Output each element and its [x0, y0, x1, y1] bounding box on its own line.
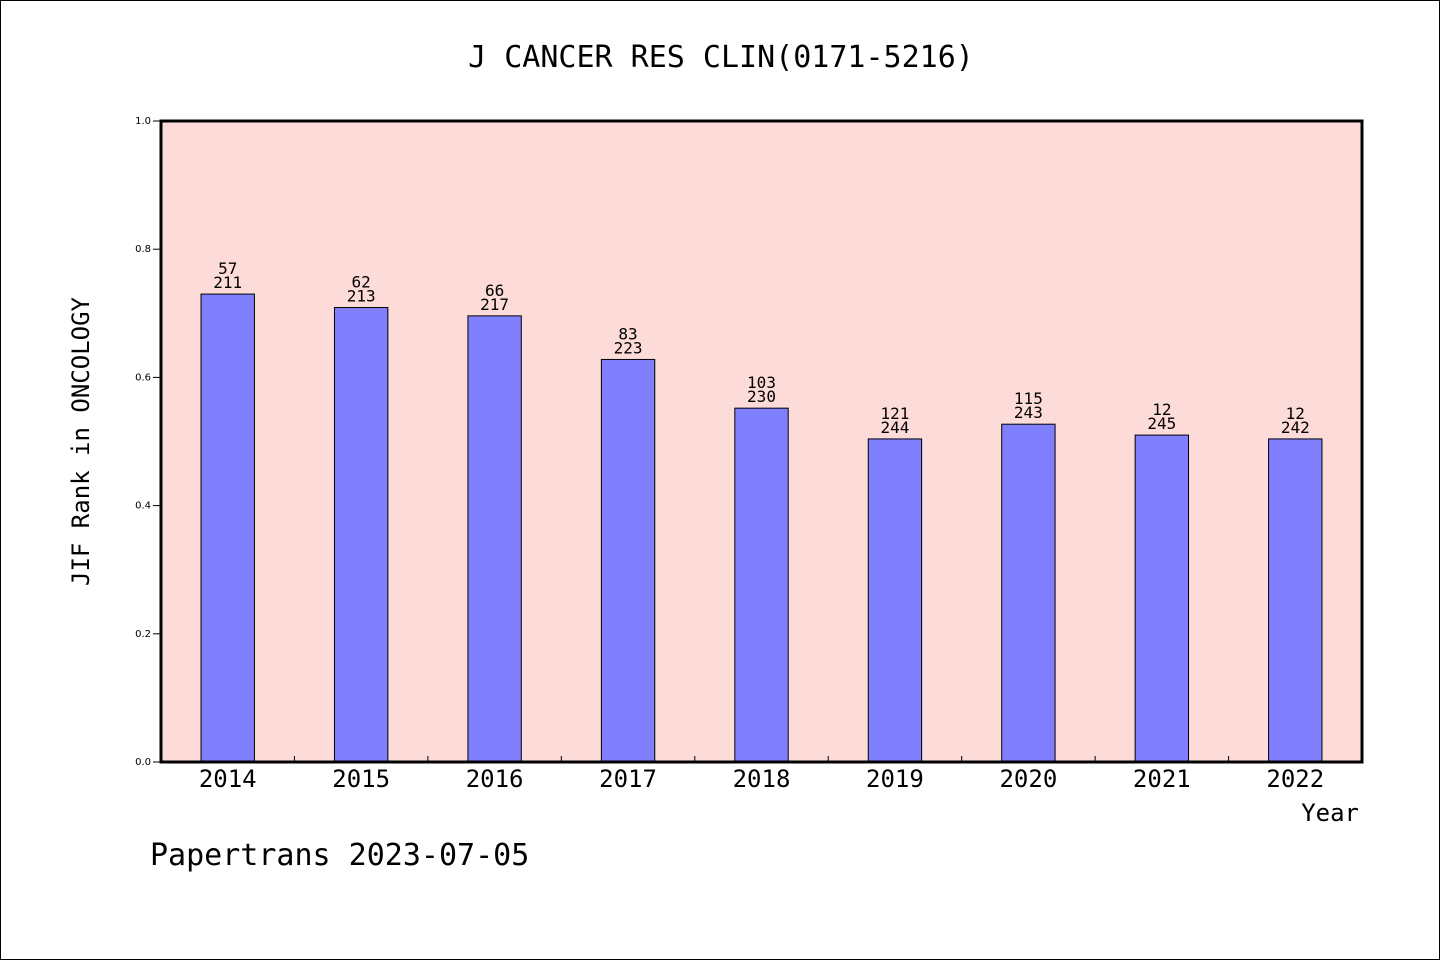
y-tick-label: 0.8 [135, 244, 151, 255]
chart-title: J CANCER RES CLIN(0171-5216) [468, 40, 974, 75]
x-tick-label: 2014 [199, 765, 257, 793]
bar-label-rank: 62 [352, 273, 371, 292]
bar-label-total: 245 [1147, 414, 1176, 433]
x-tick-label: 2022 [1266, 765, 1324, 793]
x-tick-label: 2016 [466, 765, 524, 793]
y-axis-label: JIF Rank in ONCOLOGY [67, 296, 95, 586]
x-tick-label: 2018 [733, 765, 791, 793]
x-tick-label: 2019 [866, 765, 924, 793]
bar-2021 [1134, 434, 1190, 763]
bar-label-rank: 12 [1152, 400, 1171, 419]
plot-frame [159, 119, 1364, 764]
bar-2022 [1268, 438, 1323, 763]
bar-label-rank: 12 [1286, 404, 1305, 423]
bar-2020 [1001, 423, 1056, 763]
y-tick-label: 0.4 [135, 501, 151, 512]
bar-label-rank: 121 [880, 404, 909, 423]
bar-label-rank: 66 [485, 281, 504, 300]
bar-2019 [867, 438, 923, 763]
bar-label-total: 244 [880, 418, 909, 437]
x-tick-label: 2017 [599, 765, 657, 793]
bar-2014 [200, 293, 255, 763]
y-tick-label: 0.6 [135, 372, 151, 383]
bar-label-total: 213 [347, 287, 376, 306]
x-axis-label: Year [1301, 799, 1359, 827]
bar-label-total: 223 [614, 338, 643, 357]
bar-label-total: 243 [1014, 403, 1043, 422]
y-tick-label: 0.2 [135, 629, 151, 640]
bar-2018 [734, 407, 789, 763]
bar-label-rank: 57 [218, 259, 237, 278]
x-tick-label: 2020 [999, 765, 1057, 793]
footer-credit: Papertrans 2023-07-05 [150, 838, 529, 873]
bar-2017 [600, 358, 656, 763]
bars-group [200, 293, 1323, 763]
bar-label-rank: 83 [618, 324, 637, 343]
bar-label-total: 217 [480, 295, 509, 314]
bar-label-rank: 115 [1014, 389, 1043, 408]
x-tick-label: 2015 [332, 765, 390, 793]
y-tick-label: 1.0 [135, 116, 151, 127]
y-tick-label: 0.0 [135, 757, 151, 768]
bar-2016 [467, 315, 522, 763]
x-axis-ticks: 2014 2015 2016 2017 2018 2019 2020 2021 2022 [199, 756, 1324, 793]
bar-2015 [333, 307, 389, 763]
bar-label-rank: 103 [747, 373, 776, 392]
bar-label-total: 211 [213, 273, 242, 292]
bar-label-total: 242 [1281, 418, 1310, 437]
x-tick-label: 2021 [1133, 765, 1191, 793]
bar-label-total: 230 [747, 387, 776, 406]
y-axis-ticks: 0.0 0.2 0.4 0.6 0.8 1.0 [135, 116, 161, 768]
